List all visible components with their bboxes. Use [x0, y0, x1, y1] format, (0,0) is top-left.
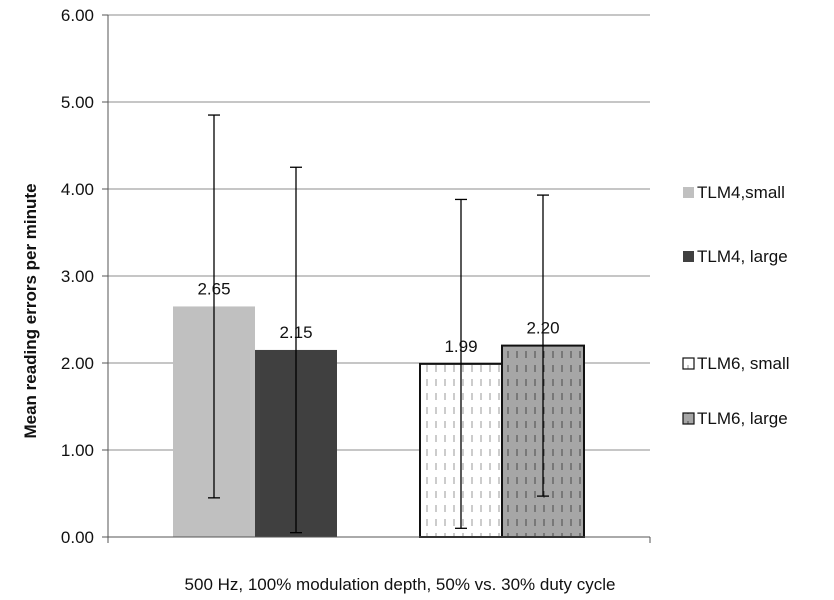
legend-swatch [683, 251, 694, 262]
legend-swatch [682, 412, 695, 425]
data-label: 2.15 [279, 323, 312, 342]
legend-label: TLM6, large [697, 409, 788, 428]
legend-label: TLM6, small [697, 354, 790, 373]
legend-label: TLM4,small [697, 183, 785, 202]
data-label: 2.20 [526, 319, 559, 338]
y-tick-label: 3.00 [61, 267, 94, 286]
legend-swatch [683, 187, 694, 198]
y-tick-label: 6.00 [61, 6, 94, 25]
data-label: 1.99 [444, 337, 477, 356]
y-axis-ticks: 0.00 1.00 2.00 3.00 4.00 5.00 6.00 [61, 6, 108, 547]
data-label: 2.65 [197, 279, 230, 298]
axes [107, 15, 651, 543]
legend: TLM4,small TLM4, large TLM6, small TLM6, la… [682, 183, 790, 428]
y-tick-label: 2.00 [61, 354, 94, 373]
data-labels: 2.65 2.15 1.99 2.20 [197, 279, 559, 355]
y-tick-label: 0.00 [61, 528, 94, 547]
y-axis-label: Mean reading errors per minute [21, 183, 40, 438]
error-bars [208, 114, 549, 534]
legend-label: TLM4, large [697, 247, 788, 266]
x-axis-label: 500 Hz, 100% modulation depth, 50% vs. 3… [185, 575, 616, 594]
y-tick-label: 1.00 [61, 441, 94, 460]
legend-swatch [682, 357, 695, 370]
bars [173, 306, 585, 538]
y-tick-label: 4.00 [61, 180, 94, 199]
y-tick-label: 5.00 [61, 93, 94, 112]
